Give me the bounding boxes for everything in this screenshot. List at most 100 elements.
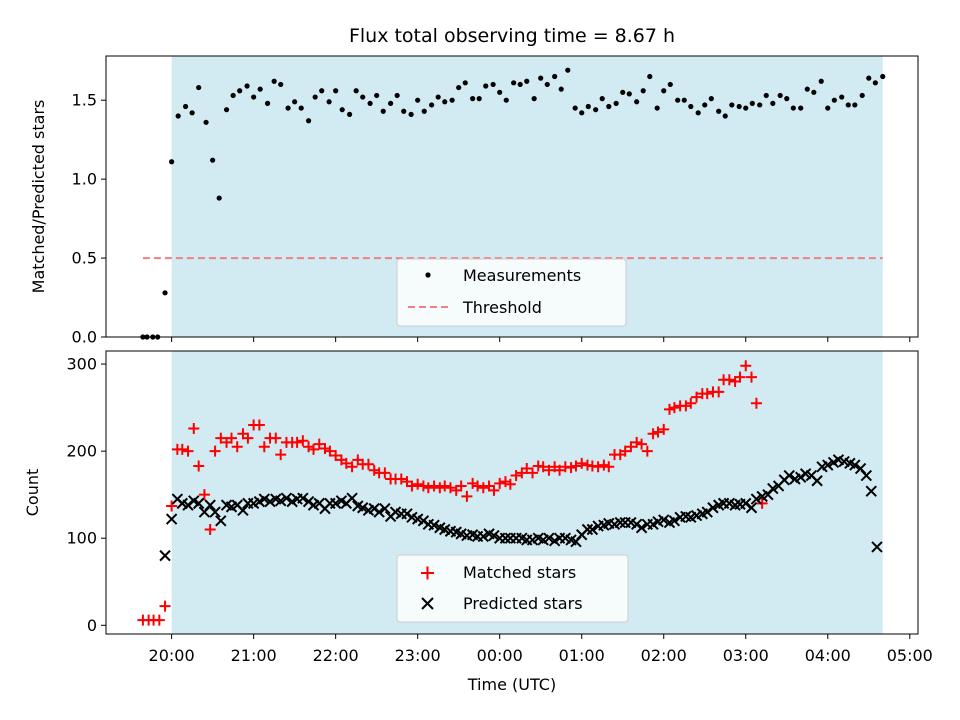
matched-star-point bbox=[166, 500, 178, 512]
predicted-star-point bbox=[871, 541, 883, 553]
matched-star-point bbox=[527, 467, 539, 479]
predicted-star-point bbox=[159, 549, 171, 562]
predicted-star-point bbox=[614, 516, 626, 529]
matched-star-point bbox=[313, 438, 325, 450]
measurement-point bbox=[449, 97, 455, 103]
measurement-point bbox=[634, 99, 640, 105]
measurement-point bbox=[572, 105, 578, 111]
matched-star-point bbox=[417, 480, 429, 492]
matched-star-point bbox=[379, 467, 391, 479]
predicted-star-point bbox=[165, 513, 178, 525]
matched-star-point bbox=[231, 441, 243, 453]
matched-star-point bbox=[691, 391, 703, 403]
predicted-star-point bbox=[822, 459, 834, 471]
measurement-point bbox=[585, 103, 591, 110]
measurement-point bbox=[374, 92, 380, 99]
measurement-point bbox=[278, 81, 284, 88]
predicted-star-point bbox=[329, 497, 342, 510]
predicted-star-point bbox=[581, 523, 594, 536]
top-y-tick-label: 0.0 bbox=[72, 328, 97, 347]
measurement-point bbox=[415, 97, 421, 103]
measurement-point bbox=[408, 111, 414, 118]
matched-star-point bbox=[494, 477, 506, 489]
matched-star-point bbox=[291, 436, 303, 448]
matched-star-point bbox=[598, 459, 610, 471]
top-panel-frame bbox=[105, 55, 919, 338]
measurement-point bbox=[360, 94, 366, 100]
measurement-point bbox=[237, 88, 243, 94]
measurement-point bbox=[511, 80, 517, 86]
predicted-star-point bbox=[658, 514, 670, 526]
matched-star-point bbox=[215, 432, 227, 444]
legend-matched-marker bbox=[421, 566, 434, 580]
measurement-point bbox=[210, 157, 216, 163]
predicted-star-point bbox=[477, 530, 490, 543]
matched-star-point bbox=[668, 402, 680, 414]
measurement-point bbox=[531, 96, 537, 102]
predicted-star-point bbox=[280, 492, 293, 504]
measurement-point bbox=[175, 113, 181, 119]
matched-star-point bbox=[204, 524, 216, 536]
matched-star-point bbox=[745, 371, 757, 383]
measurement-point bbox=[380, 108, 386, 114]
measurement-point bbox=[811, 89, 817, 95]
measurement-point bbox=[319, 88, 325, 94]
top-legend: Measurements Threshold bbox=[396, 258, 627, 327]
measurement-point bbox=[503, 97, 509, 103]
matched-star-point bbox=[565, 462, 577, 474]
matched-star-point bbox=[198, 489, 210, 501]
measurement-point bbox=[462, 80, 468, 86]
measurement-point bbox=[716, 108, 722, 114]
measurement-point bbox=[859, 92, 865, 99]
x-axis-label: Time (UTC) bbox=[467, 675, 556, 694]
predicted-star-point bbox=[499, 532, 512, 544]
measurement-point bbox=[647, 73, 653, 80]
matched-star-point bbox=[521, 463, 533, 475]
measurement-point bbox=[401, 108, 407, 114]
legend-matched-label: Matched stars bbox=[463, 563, 576, 582]
measurement-point bbox=[223, 107, 230, 113]
matched-star-point bbox=[346, 461, 358, 473]
measurement-point bbox=[763, 92, 769, 99]
matched-star-point bbox=[209, 445, 221, 457]
measurement-point bbox=[216, 195, 222, 201]
matched-star-point bbox=[176, 443, 188, 455]
measurement-point bbox=[251, 94, 257, 100]
measurement-point bbox=[442, 99, 448, 105]
legend-measurements-label: Measurements bbox=[463, 266, 581, 285]
matched-star-point bbox=[592, 461, 604, 473]
x-tick-label: 23:00 bbox=[395, 646, 441, 665]
measurement-point bbox=[845, 102, 851, 108]
predicted-star-point bbox=[795, 471, 807, 483]
measurement-point bbox=[312, 94, 318, 100]
predicted-star-point bbox=[368, 502, 380, 515]
top-y-tick-label: 1.5 bbox=[72, 91, 97, 110]
matched-star-point bbox=[537, 461, 549, 473]
measurement-point bbox=[688, 103, 694, 110]
legend-predicted-label: Predicted stars bbox=[463, 594, 583, 613]
measurement-point bbox=[777, 92, 783, 99]
measurement-point bbox=[804, 86, 810, 92]
measurement-point bbox=[476, 96, 482, 102]
matched-star-point bbox=[412, 478, 424, 490]
predicted-star-point bbox=[192, 497, 205, 510]
measurement-point bbox=[435, 94, 441, 100]
predicted-star-point bbox=[750, 493, 763, 505]
bottom-panel: 0 100 200 300 20:00 21:00 22:00 23:00 00:00 01:0… bbox=[23, 351, 933, 694]
measurement-point bbox=[708, 96, 714, 102]
measurement-point bbox=[593, 107, 599, 113]
measurement-point bbox=[667, 81, 673, 88]
predicted-star-point bbox=[237, 504, 249, 517]
matched-star-point bbox=[225, 432, 237, 444]
matched-star-point bbox=[713, 386, 725, 398]
top-panel: 0.0 0.5 1.0 1.5 Matched/Predicted stars Mea… bbox=[29, 55, 919, 347]
measurement-point bbox=[470, 96, 476, 102]
predicted-star-point bbox=[401, 508, 413, 520]
measurement-point bbox=[736, 103, 742, 110]
measurement-point bbox=[544, 81, 550, 88]
matched-star-point bbox=[631, 436, 643, 448]
predicted-star-point bbox=[264, 495, 276, 508]
measurement-point bbox=[702, 102, 708, 108]
matched-star-point bbox=[510, 470, 522, 482]
